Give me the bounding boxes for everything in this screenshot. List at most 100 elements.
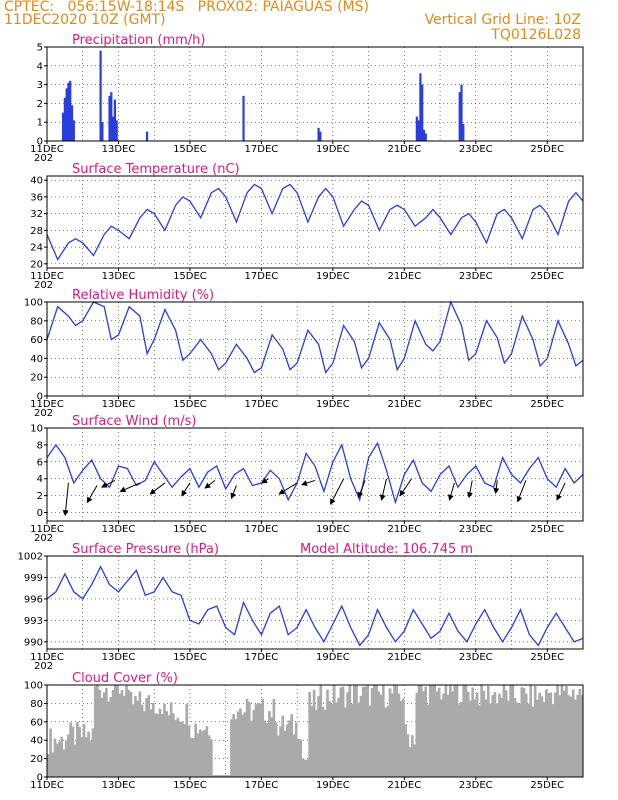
precip-bar bbox=[458, 92, 461, 141]
cloud-bar bbox=[536, 699, 539, 777]
x-tick-label: 19DEC bbox=[316, 399, 350, 410]
cloud-bar bbox=[437, 687, 441, 777]
panel-frame bbox=[46, 175, 584, 269]
cloud-bar bbox=[413, 744, 416, 777]
cloud-bar bbox=[172, 713, 175, 777]
precip-bar bbox=[145, 131, 149, 141]
cloud-bar bbox=[156, 714, 160, 777]
cloud-bar bbox=[475, 692, 479, 777]
cloud-bar bbox=[279, 726, 282, 777]
cloud-bar bbox=[462, 685, 466, 777]
y-tick-label: 0 bbox=[37, 392, 43, 403]
y-tick-label: 0 bbox=[37, 137, 43, 148]
x-tick-label: 13DEC bbox=[102, 524, 136, 535]
cloud-bar bbox=[542, 701, 546, 777]
panel-title: Surface Wind (m/s) bbox=[72, 414, 196, 429]
y-tick-label: 100 bbox=[24, 681, 43, 692]
x-tick-label: 19DEC bbox=[316, 271, 350, 282]
cloud-bar bbox=[547, 692, 550, 777]
cloud-bar bbox=[290, 714, 294, 777]
y-tick-label: 6 bbox=[37, 457, 43, 468]
precip-bar bbox=[112, 116, 115, 141]
y-tick-label: 20 bbox=[30, 259, 43, 270]
cloud-bar bbox=[225, 775, 229, 777]
cloud-bar bbox=[411, 735, 414, 777]
cloud-bar bbox=[49, 728, 52, 777]
cloud-bar bbox=[285, 724, 289, 777]
cloud-bar bbox=[442, 693, 445, 777]
cloud-bar bbox=[408, 747, 412, 777]
cloud-bar bbox=[283, 730, 287, 777]
cloud-bar bbox=[259, 703, 262, 777]
panel-frame bbox=[46, 301, 584, 397]
cloud-bar bbox=[98, 689, 101, 777]
x-tick-label: 13DEC bbox=[102, 271, 136, 282]
cloud-bar bbox=[379, 694, 383, 777]
wind-arrow bbox=[556, 482, 566, 501]
cloud-bar bbox=[216, 775, 220, 777]
y-tick-label: 20 bbox=[30, 373, 43, 384]
y-tick-label: 28 bbox=[30, 226, 43, 237]
cloud-bar bbox=[491, 695, 495, 777]
panel-3: 0 20 40 60 80 100 11DEC 13DEC 15DEC 17DEC 19DEC 21D… bbox=[24, 288, 584, 419]
panel-4: 0 2 4 6 8 10 11DEC 13DEC 15DEC 17DEC 19DEC 21DEC 23D… bbox=[30, 414, 584, 544]
cloud-bar bbox=[339, 687, 343, 777]
series-line bbox=[46, 300, 584, 374]
x-tick-label: 23DEC bbox=[459, 144, 493, 155]
header-model-code: TQ0126L028 bbox=[491, 27, 581, 43]
cloud-bar bbox=[328, 701, 332, 777]
cloud-bar bbox=[529, 685, 533, 777]
wind-arrow bbox=[516, 480, 527, 503]
cloud-bar bbox=[388, 688, 392, 777]
x-tick-label: 13DEC bbox=[102, 652, 136, 663]
cloud-bar bbox=[323, 709, 327, 777]
cloud-bar bbox=[303, 759, 307, 777]
cloud-bar bbox=[71, 726, 75, 777]
cloud-bar bbox=[553, 692, 557, 777]
cloud-bar bbox=[337, 697, 340, 777]
cloud-bar bbox=[426, 704, 430, 777]
cloud-bar bbox=[315, 709, 318, 777]
precip-bar bbox=[69, 80, 72, 141]
cloud-bar bbox=[272, 698, 276, 777]
series-line bbox=[46, 183, 584, 261]
cloud-bar bbox=[518, 703, 521, 777]
cloud-bar bbox=[274, 722, 278, 777]
cloud-bar bbox=[116, 685, 119, 777]
wind-arrow bbox=[149, 482, 166, 495]
y-tick-label: 1002 bbox=[18, 552, 43, 563]
cloud-bar bbox=[393, 685, 396, 777]
cloud-bar bbox=[377, 691, 381, 777]
cloud-bar bbox=[118, 693, 122, 777]
cloud-bar bbox=[288, 720, 291, 777]
cloud-bar bbox=[174, 720, 177, 777]
precip-bar bbox=[67, 82, 70, 141]
y-tick-label: 993 bbox=[24, 616, 43, 627]
cloud-bar bbox=[185, 704, 189, 777]
y-tick-label: 1 bbox=[37, 118, 43, 129]
wind-arrow bbox=[399, 478, 412, 497]
cloud-bar bbox=[545, 689, 548, 777]
cloud-bar bbox=[109, 697, 113, 777]
y-tick-label: 20 bbox=[30, 754, 43, 765]
cloud-bar bbox=[419, 685, 423, 777]
cloud-bar bbox=[453, 685, 457, 777]
precip-bar bbox=[101, 122, 104, 141]
cloud-bar bbox=[368, 705, 372, 777]
wind-arrow bbox=[62, 482, 69, 517]
panel-4-plot bbox=[46, 427, 584, 521]
y-tick-label: 10 bbox=[30, 424, 43, 435]
x-tick-label: 21DEC bbox=[387, 271, 421, 282]
cloud-bar bbox=[350, 704, 354, 777]
cloud-bar bbox=[149, 709, 153, 777]
cloud-bar bbox=[84, 737, 88, 777]
header-station-line: CPTEC: 056:15W-18:14S PROX02: PAIAGUAS (… bbox=[4, 0, 369, 15]
cloud-bar bbox=[399, 701, 403, 777]
cloud-bar bbox=[252, 709, 256, 777]
cloud-bar bbox=[281, 715, 285, 777]
cloud-bar bbox=[424, 686, 428, 777]
x-year-stub: 202 bbox=[34, 408, 53, 419]
cloud-bar bbox=[551, 704, 555, 777]
panel-6: 0 20 40 60 80 100 11DEC 13DEC 15DEC 17DEC 19DEC 21D… bbox=[24, 671, 584, 791]
